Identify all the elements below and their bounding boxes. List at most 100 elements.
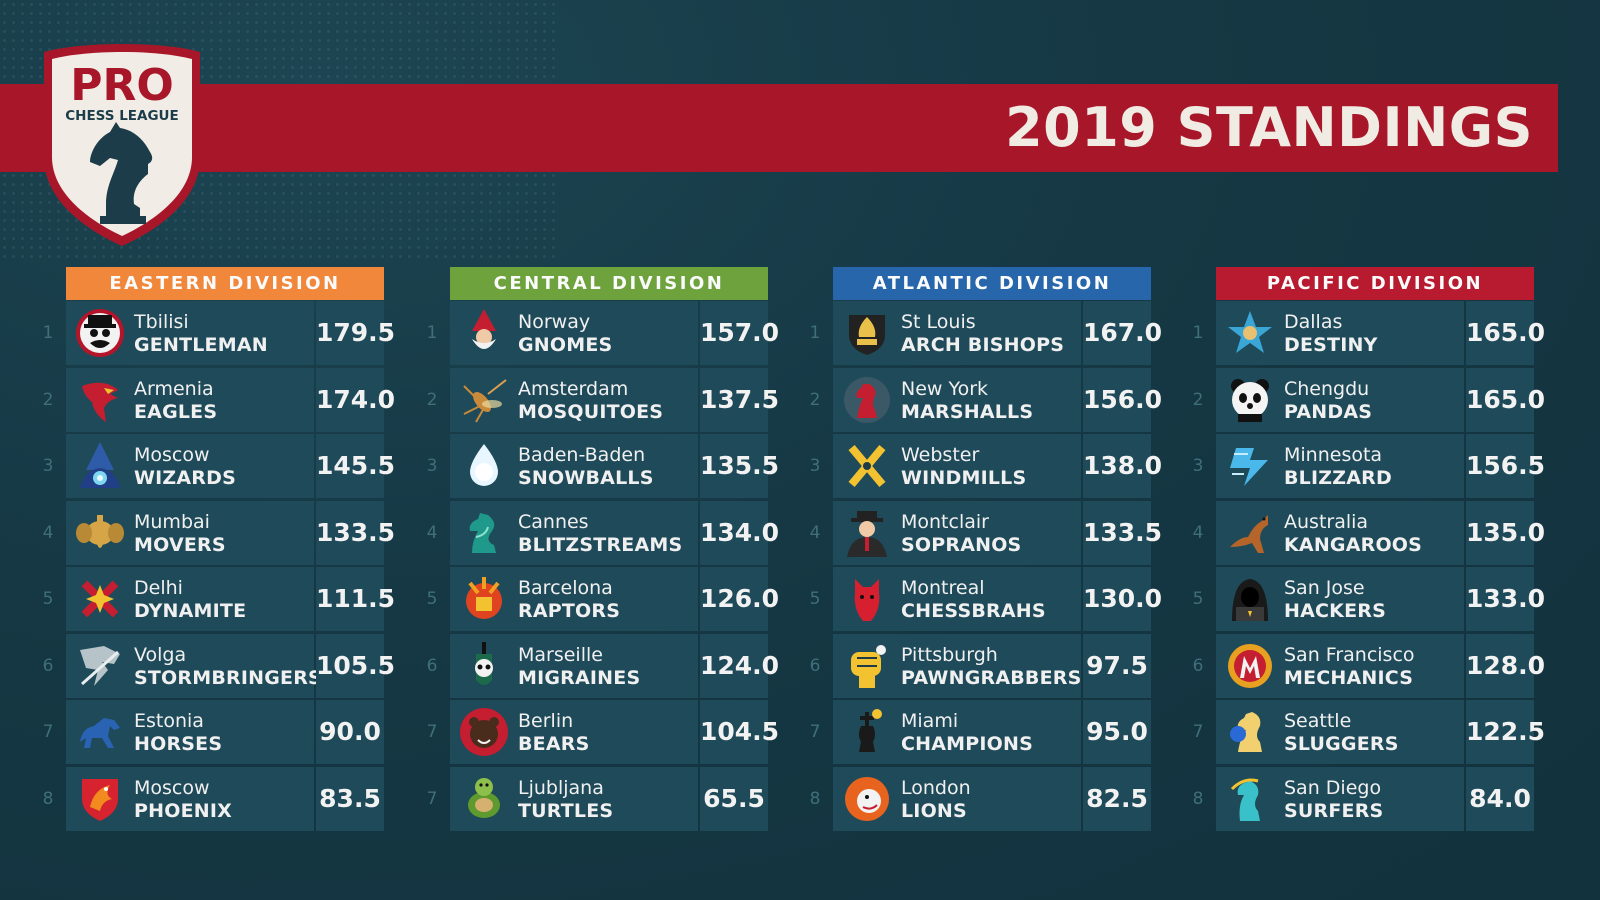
shield-logo-icon: PRO CHESS LEAGUE [44, 44, 200, 246]
team-rank: 2 [42, 389, 54, 410]
team-city: Marseille [518, 643, 603, 666]
team-rank: 1 [42, 323, 54, 343]
team-score: 124.0 [700, 633, 779, 698]
knight-stream-icon [458, 507, 510, 559]
horse-head-icon [841, 573, 893, 625]
team-nickname: DYNAMITE [134, 600, 247, 622]
team-nickname: MIGRAINES [518, 666, 641, 689]
team-score: 90.0 [316, 700, 384, 764]
team-nickname: MOSQUITOES [518, 400, 664, 423]
team-nickname: SLUGGERS [1284, 733, 1399, 755]
team-score: 157.0 [700, 301, 779, 365]
team-nickname: MECHANICS [1284, 666, 1414, 689]
team-row: 4 Montclair SOPRANOS 133.5 [810, 500, 1162, 568]
team-score: 105.5 [316, 633, 395, 698]
lion-icon [841, 773, 893, 825]
logo-text-league: CHESS LEAGUE [65, 108, 179, 124]
team-city: Montreal [901, 577, 985, 599]
team-row: 7 Miami CHAMPIONS 95.0 [810, 700, 1151, 767]
team-city: New York [901, 377, 989, 400]
division-header: ATLANTIC DIVISION [833, 267, 1151, 300]
gnome-icon [458, 307, 510, 359]
team-score: 122.5 [1466, 700, 1545, 764]
eagle-icon [74, 374, 126, 426]
team-row: 2 New York MARSHALLS 156.0 [810, 367, 1162, 435]
team-score: 135.0 [1466, 500, 1545, 565]
boxing-knight-icon [1224, 706, 1276, 758]
team-nickname: SURFERS [1284, 799, 1384, 822]
team-city: Delhi [134, 577, 183, 599]
team-nickname: MOVERS [134, 533, 226, 556]
team-nickname: ARCH BISHOPS [901, 334, 1065, 356]
team-row: 4 Cannes BLITZSTREAMS 134.0 [427, 500, 779, 568]
team-rank: 2 [1192, 389, 1204, 410]
team-score: 128.0 [1466, 633, 1545, 698]
team-score: 145.5 [316, 434, 395, 498]
team-rank: 6 [1192, 655, 1204, 676]
team-row: 5 Delhi DYNAMITE 111.5 [43, 567, 395, 634]
team-score: 165.0 [1466, 301, 1545, 365]
team-score: 135.5 [700, 434, 779, 498]
team-row: 7 Estonia HORSES 90.0 [43, 700, 384, 767]
hacker-icon [1224, 573, 1276, 625]
surfer-icon [1224, 773, 1276, 825]
team-city: London [901, 776, 971, 799]
kangaroo-icon [1224, 507, 1276, 559]
team-rank: 3 [1192, 456, 1204, 476]
bear-icon [458, 706, 510, 758]
team-nickname: PAWNGRABBERS [901, 666, 1082, 689]
team-city: Estonia [134, 710, 204, 732]
team-rank: 5 [426, 589, 438, 609]
logo-text-pro: PRO [70, 60, 174, 111]
team-row: 3 Minnesota BLIZZARD 156.5 [1193, 434, 1545, 501]
team-city: Baden-Baden [518, 444, 646, 466]
team-rank: 8 [809, 788, 821, 809]
team-city: Norway [518, 311, 591, 333]
bishop-icon [841, 307, 893, 359]
fist-icon [841, 640, 893, 692]
team-score: 165.0 [1466, 367, 1545, 432]
elephant-icon [74, 507, 126, 559]
wizard-icon [74, 440, 126, 492]
team-city: Moscow [134, 776, 210, 799]
team-row: 2 Armenia EAGLES 174.0 [43, 367, 395, 435]
team-score: 126.0 [700, 567, 779, 631]
team-score: 156.5 [1466, 434, 1545, 498]
team-rank: 6 [42, 655, 54, 676]
team-nickname: CHESSBRAHS [901, 600, 1046, 622]
team-nickname: EAGLES [134, 400, 218, 423]
horse-icon [74, 706, 126, 758]
team-row: 4 Australia KANGAROOS 135.0 [1193, 500, 1545, 568]
team-score: 65.5 [700, 766, 768, 831]
team-row: 8 Moscow PHOENIX 83.5 [43, 766, 384, 834]
team-city: Chengdu [1284, 377, 1370, 400]
team-rank: 5 [809, 589, 821, 609]
team-nickname: DESTINY [1284, 334, 1378, 356]
team-row: 1 Tbilisi GENTLEMAN 179.5 [43, 301, 395, 368]
knight-shield-icon [841, 374, 893, 426]
team-score: 82.5 [1083, 766, 1151, 831]
team-row: 7 Seattle SLUGGERS 122.5 [1193, 700, 1545, 767]
team-city: Miami [901, 710, 959, 732]
team-rank: 2 [809, 389, 821, 410]
team-row: 1 Norway GNOMES 157.0 [427, 301, 779, 368]
team-nickname: CHAMPIONS [901, 733, 1033, 755]
team-nickname: GENTLEMAN [134, 334, 268, 356]
team-nickname: BEARS [518, 733, 590, 755]
team-row: 5 Montreal CHESSBRAHS 130.0 [810, 567, 1162, 634]
team-row: 6 San Francisco MECHANICS 128.0 [1193, 633, 1545, 701]
team-row: 2 Amsterdam MOSQUITOES 137.5 [427, 367, 779, 435]
pacific-division: PACIFIC DIVISION 1 Dallas DESTINY 165.0 2… [1193, 267, 1545, 833]
team-rank: 4 [809, 522, 821, 543]
team-row: 1 Dallas DESTINY 165.0 [1193, 301, 1545, 368]
team-city: Berlin [518, 710, 574, 732]
team-nickname: WINDMILLS [901, 467, 1027, 489]
team-nickname: WIZARDS [134, 467, 236, 489]
team-rank: 7 [426, 722, 438, 742]
team-row: 7 Ljubljana TURTLES 65.5 [427, 766, 768, 834]
team-score: 134.0 [700, 500, 779, 565]
team-row: 6 Pittsburgh PAWNGRABBERS 97.5 [810, 633, 1151, 701]
team-row: 3 Moscow WIZARDS 145.5 [43, 434, 395, 501]
team-row: 6 Volga STORMBRINGERS 105.5 [43, 633, 395, 701]
snowball-icon [458, 440, 510, 492]
